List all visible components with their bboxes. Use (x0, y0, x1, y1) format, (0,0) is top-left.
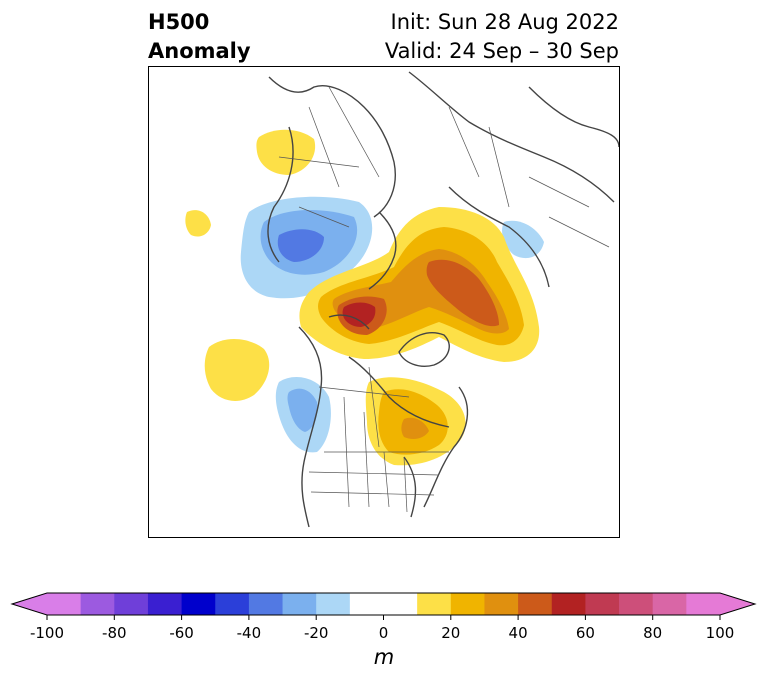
colorbar-segment (248, 593, 284, 615)
colorbar-segments (47, 593, 721, 615)
colorbar-segment (114, 593, 149, 615)
contour-pos-50-arctic (342, 302, 376, 327)
title-anomaly: Anomaly (148, 39, 251, 63)
colorbar-unit-label: m (373, 645, 395, 669)
colorbar-segment (551, 593, 586, 615)
colorbar-segment (652, 593, 687, 615)
colorbar-segment (80, 593, 115, 615)
borders (278, 86, 610, 513)
colorbar-tick-label: -20 (303, 624, 329, 642)
colorbar-segment (349, 593, 418, 615)
anomaly-map (148, 66, 620, 538)
colorbar-over-arrow (720, 593, 755, 615)
contour-pos-30-eastna (401, 417, 429, 439)
colorbar-tick-label: -100 (29, 624, 65, 642)
colorbar-segment (147, 593, 183, 615)
colorbar-tick-label: 20 (441, 624, 461, 642)
colorbar-segment (47, 593, 82, 615)
colorbar-segment (316, 593, 351, 615)
init-date: Init: Sun 28 Aug 2022 (390, 10, 619, 34)
colorbar-segment (686, 593, 721, 615)
title-h500: H500 (148, 10, 210, 34)
colorbar-segment (181, 593, 216, 615)
colorbar (10, 592, 757, 620)
title-block: H500 Anomaly (148, 8, 251, 66)
colorbar-segment (282, 593, 317, 615)
colorbar-tick-label: 80 (643, 624, 663, 642)
contour-neg-30-europe (277, 229, 324, 262)
contour-pos-40-siberia (426, 259, 499, 327)
colorbar-segment (417, 593, 452, 615)
colorbar-tick-label: 60 (575, 624, 595, 642)
colorbar-segment (518, 593, 553, 615)
contour-pos-10-smallblob (185, 210, 211, 237)
colorbar-tick-label: -60 (169, 624, 194, 642)
colorbar-under-arrow (12, 593, 47, 615)
colorbar-tick-label: -80 (102, 624, 127, 642)
colorbar-segment (585, 593, 620, 615)
map-canvas (185, 71, 619, 528)
anomaly-contours (185, 129, 544, 466)
contour-pos-10-top (256, 129, 316, 175)
colorbar-tick-label: 0 (378, 624, 389, 642)
colorbar-segment (484, 593, 519, 615)
colorbar-tick-label: 40 (508, 624, 528, 642)
colorbar-segment (450, 593, 485, 615)
colorbar-segment (215, 593, 250, 615)
valid-range: Valid: 24 Sep – 30 Sep (384, 39, 619, 63)
colorbar-segment (619, 593, 654, 615)
colorbar-tick-label: -40 (236, 624, 262, 642)
colorbar-tick-label: 100 (705, 624, 735, 642)
contour-pos-10-npacific (204, 338, 270, 401)
contour-neg-20-westcoast (287, 388, 318, 432)
date-block: Init: Sun 28 Aug 2022 Valid: 24 Sep – 30… (385, 8, 619, 66)
colorbar-ticks (46, 615, 721, 620)
coastlines (267, 71, 619, 528)
